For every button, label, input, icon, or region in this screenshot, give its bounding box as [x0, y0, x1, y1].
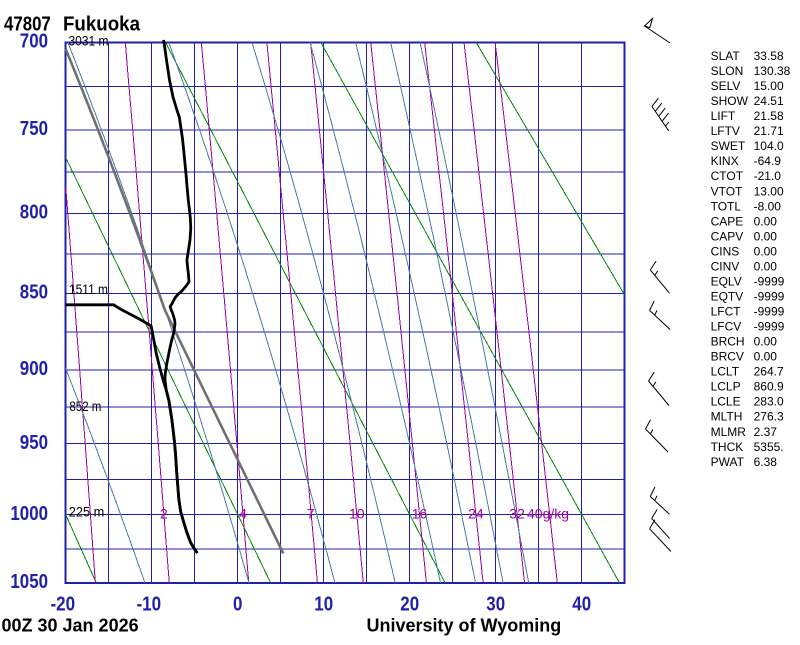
svg-text:4: 4 [239, 506, 247, 522]
svg-text:130.38: 130.38 [754, 64, 791, 78]
svg-text:-21.0: -21.0 [754, 169, 782, 183]
svg-text:33.58: 33.58 [754, 49, 784, 63]
svg-text:47807: 47807 [4, 14, 51, 36]
svg-text:KINX: KINX [711, 154, 739, 168]
svg-text:283.0: 283.0 [754, 395, 784, 409]
svg-text:MLMR: MLMR [711, 425, 747, 439]
svg-text:900: 900 [20, 358, 48, 380]
svg-text:-20: -20 [51, 594, 76, 616]
svg-text:SLON: SLON [711, 64, 744, 78]
svg-text:CAPV: CAPV [711, 229, 744, 243]
svg-text:24.51: 24.51 [754, 94, 784, 108]
svg-text:LFCT: LFCT [711, 305, 742, 319]
svg-text:-8.00: -8.00 [754, 199, 782, 213]
svg-text:SWET: SWET [711, 139, 746, 153]
svg-text:0: 0 [233, 594, 242, 616]
svg-text:-9999: -9999 [754, 305, 785, 319]
svg-text:CTOT: CTOT [711, 169, 744, 183]
svg-text:BRCH: BRCH [711, 335, 745, 349]
svg-text:20: 20 [400, 594, 419, 616]
svg-text:2.37: 2.37 [754, 425, 778, 439]
svg-text:LCLP: LCLP [711, 380, 741, 394]
svg-text:LFTV: LFTV [711, 124, 740, 138]
svg-text:-9999: -9999 [754, 290, 785, 304]
svg-text:LFCV: LFCV [711, 320, 742, 334]
svg-text:13.00: 13.00 [754, 184, 784, 198]
svg-text:21.71: 21.71 [754, 124, 784, 138]
svg-text:SLAT: SLAT [711, 49, 741, 63]
svg-text:0.00: 0.00 [754, 244, 778, 258]
svg-text:7: 7 [307, 506, 315, 522]
svg-text:THCK: THCK [711, 440, 744, 454]
svg-text:852 m: 852 m [69, 399, 101, 414]
svg-text:0.00: 0.00 [754, 335, 778, 349]
svg-text:3031 m: 3031 m [69, 34, 109, 49]
svg-text:104.0: 104.0 [754, 139, 784, 153]
svg-text:0.00: 0.00 [754, 214, 778, 228]
svg-text:950: 950 [20, 432, 48, 454]
svg-text:TOTL: TOTL [711, 199, 742, 213]
svg-text:15.00: 15.00 [754, 79, 784, 93]
svg-text:LCLT: LCLT [711, 365, 740, 379]
svg-text:10: 10 [314, 594, 333, 616]
svg-text:1000: 1000 [10, 503, 48, 525]
svg-text:1050: 1050 [10, 571, 48, 593]
svg-text:SELV: SELV [711, 79, 741, 93]
svg-text:PWAT: PWAT [711, 455, 745, 469]
svg-text:32: 32 [509, 506, 525, 522]
svg-text:5355.: 5355. [754, 440, 784, 454]
svg-text:MLTH: MLTH [711, 410, 743, 424]
svg-text:-64.9: -64.9 [754, 154, 782, 168]
svg-text:24: 24 [468, 506, 484, 522]
svg-text:40: 40 [572, 594, 591, 616]
svg-text:BRCV: BRCV [711, 350, 744, 364]
svg-text:225 m: 225 m [69, 505, 105, 520]
svg-text:CAPE: CAPE [711, 214, 744, 228]
svg-text:-10: -10 [137, 594, 162, 616]
svg-text:860.9: 860.9 [754, 380, 784, 394]
svg-text:700: 700 [20, 31, 48, 53]
svg-text:00Z 30 Jan 2026: 00Z 30 Jan 2026 [2, 616, 139, 636]
svg-text:16: 16 [412, 506, 428, 522]
svg-text:SHOW: SHOW [711, 94, 749, 108]
svg-text:LIFT: LIFT [711, 109, 736, 123]
svg-text:1511 m: 1511 m [69, 282, 108, 297]
svg-text:EQLV: EQLV [711, 274, 742, 288]
svg-text:University of Wyoming: University of Wyoming [367, 616, 562, 636]
svg-text:750: 750 [20, 118, 48, 140]
svg-text:VTOT: VTOT [711, 184, 743, 198]
svg-text:276.3: 276.3 [754, 410, 784, 424]
svg-text:21.58: 21.58 [754, 109, 784, 123]
svg-text:6.38: 6.38 [754, 455, 778, 469]
svg-text:-9999: -9999 [754, 320, 785, 334]
svg-text:0.00: 0.00 [754, 259, 778, 273]
svg-text:CINV: CINV [711, 259, 740, 273]
svg-text:Fukuoka: Fukuoka [63, 14, 141, 36]
svg-text:0.00: 0.00 [754, 350, 778, 364]
svg-text:CINS: CINS [711, 244, 740, 258]
svg-text:850: 850 [20, 282, 48, 304]
svg-text:0.00: 0.00 [754, 229, 778, 243]
svg-text:30: 30 [486, 594, 505, 616]
svg-text:2: 2 [160, 506, 168, 522]
svg-text:-9999: -9999 [754, 274, 785, 288]
svg-text:LCLE: LCLE [711, 395, 741, 409]
svg-text:40g/kg: 40g/kg [527, 506, 569, 522]
svg-text:264.7: 264.7 [754, 365, 784, 379]
svg-text:EQTV: EQTV [711, 290, 744, 304]
svg-text:800: 800 [20, 202, 48, 224]
svg-text:10: 10 [349, 506, 365, 522]
